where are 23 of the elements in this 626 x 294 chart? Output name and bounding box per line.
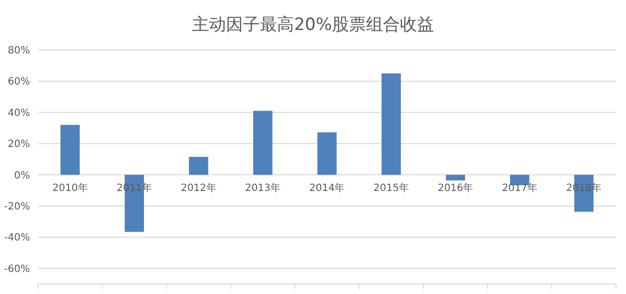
- y-tick-label: -20%: [4, 202, 30, 212]
- bar: [60, 124, 80, 175]
- bar: [253, 110, 272, 175]
- bar: [510, 174, 530, 186]
- y-tick-label: -60%: [4, 264, 30, 275]
- y-tick-label: 0%: [14, 170, 30, 182]
- x-tick-label: 2012年: [180, 182, 216, 194]
- x-tick-label: 2013年: [245, 182, 281, 194]
- bar: [446, 174, 466, 180]
- x-tick-label: 2010年: [52, 182, 88, 194]
- x-tick-label: 2017年: [502, 182, 538, 194]
- bar: [317, 132, 337, 175]
- y-tick-label: 60%: [8, 76, 30, 88]
- y-tick-label: 80%: [8, 46, 30, 56]
- y-tick-label: 40%: [8, 108, 30, 119]
- chart-title: 主动因子最高20%股票组合收益: [192, 15, 434, 35]
- x-tick-label: 2015年: [373, 182, 409, 194]
- x-tick-label: 2014年: [309, 182, 345, 194]
- bar: [188, 156, 208, 175]
- y-tick-label: 20%: [8, 139, 30, 150]
- bar: [382, 73, 401, 175]
- y-tick-label: -40%: [4, 232, 30, 244]
- x-tick-label: 2016年: [438, 182, 474, 194]
